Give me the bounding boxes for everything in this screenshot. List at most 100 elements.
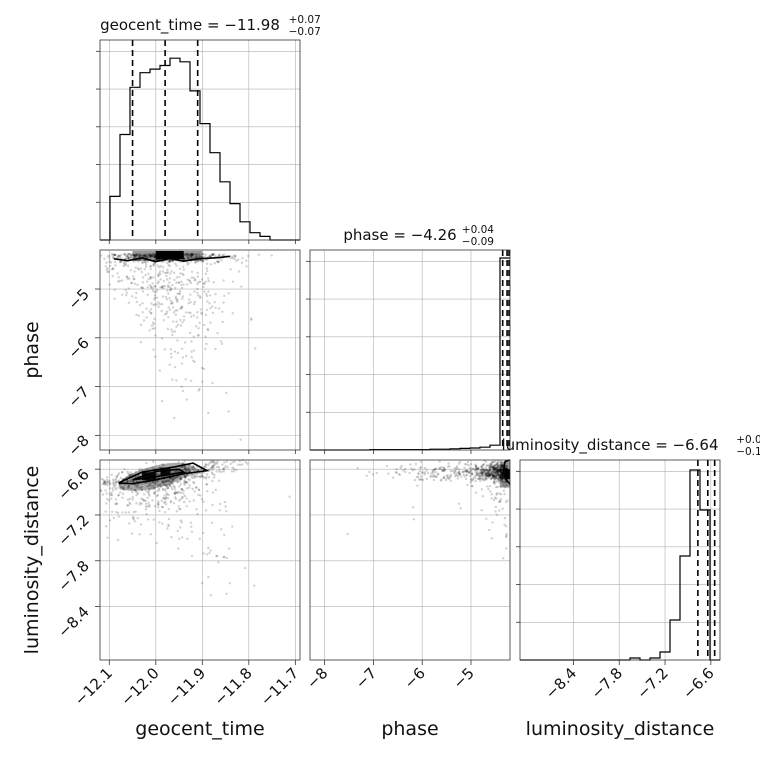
scatter-point-phase-distance [419, 466, 423, 469]
scatter-point-geocent-phase [114, 260, 117, 264]
scatter-point-geocent-phase [190, 254, 193, 257]
scatter-point-phase-distance [500, 470, 504, 473]
scatter-point-geocent-phase [134, 254, 138, 258]
scatter-point-phase-distance [397, 473, 401, 476]
scatter-point-geocent-distance [244, 566, 247, 570]
scatter-point-geocent-phase [219, 340, 223, 343]
scatter-point-geocent-phase [110, 268, 113, 271]
scatter-point-phase-distance [451, 469, 454, 473]
scatter-point-phase-distance [478, 474, 481, 477]
scatter-point-geocent-phase [128, 257, 131, 260]
scatter-point-geocent-phase [155, 255, 158, 258]
scatter-point-geocent-distance [121, 492, 125, 495]
scatter-point-geocent-distance [135, 484, 139, 487]
scatter-point-phase-distance [495, 474, 498, 477]
scatter-point-geocent-phase [212, 281, 215, 284]
scatter-point-geocent-distance [115, 475, 119, 478]
y-tick-label-luminosity_distance: −7.8 [54, 557, 92, 595]
scatter-point-geocent-phase [189, 331, 192, 335]
scatter-point-phase-distance [498, 460, 501, 463]
scatter-point-phase-distance [487, 474, 490, 477]
histogram-luminosity_distance [520, 469, 720, 661]
scatter-point-geocent-phase [191, 253, 194, 257]
scatter-point-geocent-phase [181, 272, 184, 275]
scatter-point-geocent-phase [190, 276, 193, 279]
scatter-point-geocent-phase [231, 312, 234, 315]
scatter-point-geocent-phase [200, 278, 204, 281]
scatter-point-geocent-phase [169, 272, 172, 275]
scatter-point-phase-distance [488, 468, 491, 471]
scatter-point-geocent-phase [154, 255, 157, 258]
scatter-point-geocent-phase [140, 286, 143, 289]
scatter-point-geocent-phase [125, 291, 128, 294]
scatter-point-geocent-distance [119, 487, 122, 490]
scatter-point-geocent-phase [123, 252, 126, 256]
scatter-point-phase-distance [502, 481, 505, 484]
scatter-point-phase-distance [456, 474, 460, 478]
scatter-point-geocent-distance [151, 499, 154, 502]
scatter-point-phase-distance [491, 475, 495, 478]
scatter-point-geocent-phase [148, 254, 152, 257]
scatter-point-geocent-distance [161, 480, 164, 483]
scatter-point-phase-distance [474, 464, 478, 468]
scatter-point-geocent-distance [149, 474, 153, 478]
scatter-point-geocent-phase [214, 306, 217, 309]
scatter-point-phase-distance [481, 477, 484, 480]
scatter-point-geocent-phase [154, 254, 158, 258]
scatter-point-geocent-distance [236, 463, 240, 466]
scatter-point-phase-distance [495, 469, 498, 472]
scatter-point-geocent-phase [164, 295, 168, 299]
scatter-point-geocent-distance [191, 473, 195, 476]
scatter-point-phase-distance [494, 467, 498, 470]
scatter-point-geocent-distance [164, 497, 167, 500]
scatter-point-geocent-distance [177, 547, 180, 550]
scatter-point-geocent-phase [158, 257, 162, 260]
scatter-point-phase-distance [493, 464, 496, 467]
scatter-point-phase-distance [495, 476, 498, 480]
scatter-point-geocent-phase [221, 310, 224, 313]
scatter-point-geocent-phase [168, 260, 172, 263]
scatter-point-phase-distance [495, 492, 499, 495]
scatter-point-phase-distance [499, 470, 502, 473]
scatter-point-phase-distance [488, 468, 492, 471]
scatter-point-geocent-distance [134, 490, 137, 493]
scatter-point-phase-distance [465, 470, 468, 474]
scatter-point-geocent-distance [225, 460, 228, 463]
scatter-point-geocent-phase [131, 295, 134, 298]
scatter-point-phase-distance [504, 468, 508, 471]
scatter-point-geocent-distance [131, 517, 135, 520]
scatter-point-geocent-phase [177, 256, 181, 260]
scatter-point-phase-distance [495, 493, 498, 496]
scatter-point-phase-distance [505, 473, 509, 476]
scatter-point-geocent-distance [148, 505, 151, 508]
scatter-point-geocent-phase [201, 255, 204, 259]
scatter-point-geocent-phase [127, 252, 131, 256]
scatter-point-geocent-distance [214, 488, 217, 491]
scatter-point-geocent-distance [144, 499, 147, 502]
x-tick-label-geocent_time: −12.1 [71, 664, 116, 709]
scatter-point-geocent-phase [187, 262, 190, 265]
scatter-point-geocent-distance [152, 474, 155, 477]
scatter-point-phase-distance [435, 475, 438, 478]
scatter-point-geocent-distance [167, 479, 170, 482]
scatter-point-geocent-phase [149, 255, 152, 258]
scatter-point-geocent-phase [191, 253, 194, 256]
scatter-point-geocent-phase [148, 252, 151, 256]
scatter-point-geocent-phase [126, 275, 129, 279]
scatter-point-geocent-phase [113, 253, 117, 257]
scatter-point-geocent-distance [128, 474, 132, 477]
scatter-point-geocent-phase [206, 327, 209, 331]
scatter-point-geocent-distance [185, 505, 188, 508]
scatter-point-geocent-distance [220, 528, 223, 531]
scatter-point-geocent-phase [162, 319, 165, 322]
scatter-point-geocent-distance [212, 461, 216, 464]
scatter-point-geocent-phase [159, 255, 163, 259]
scatter-point-geocent-phase [138, 303, 142, 307]
scatter-point-phase-distance [489, 474, 492, 477]
scatter-point-geocent-distance [126, 486, 130, 489]
scatter-point-phase-distance [495, 463, 498, 466]
scatter-point-geocent-distance [190, 475, 193, 479]
scatter-point-phase-distance [497, 473, 500, 476]
scatter-point-geocent-distance [244, 460, 248, 464]
scatter-point-geocent-distance [121, 496, 124, 499]
